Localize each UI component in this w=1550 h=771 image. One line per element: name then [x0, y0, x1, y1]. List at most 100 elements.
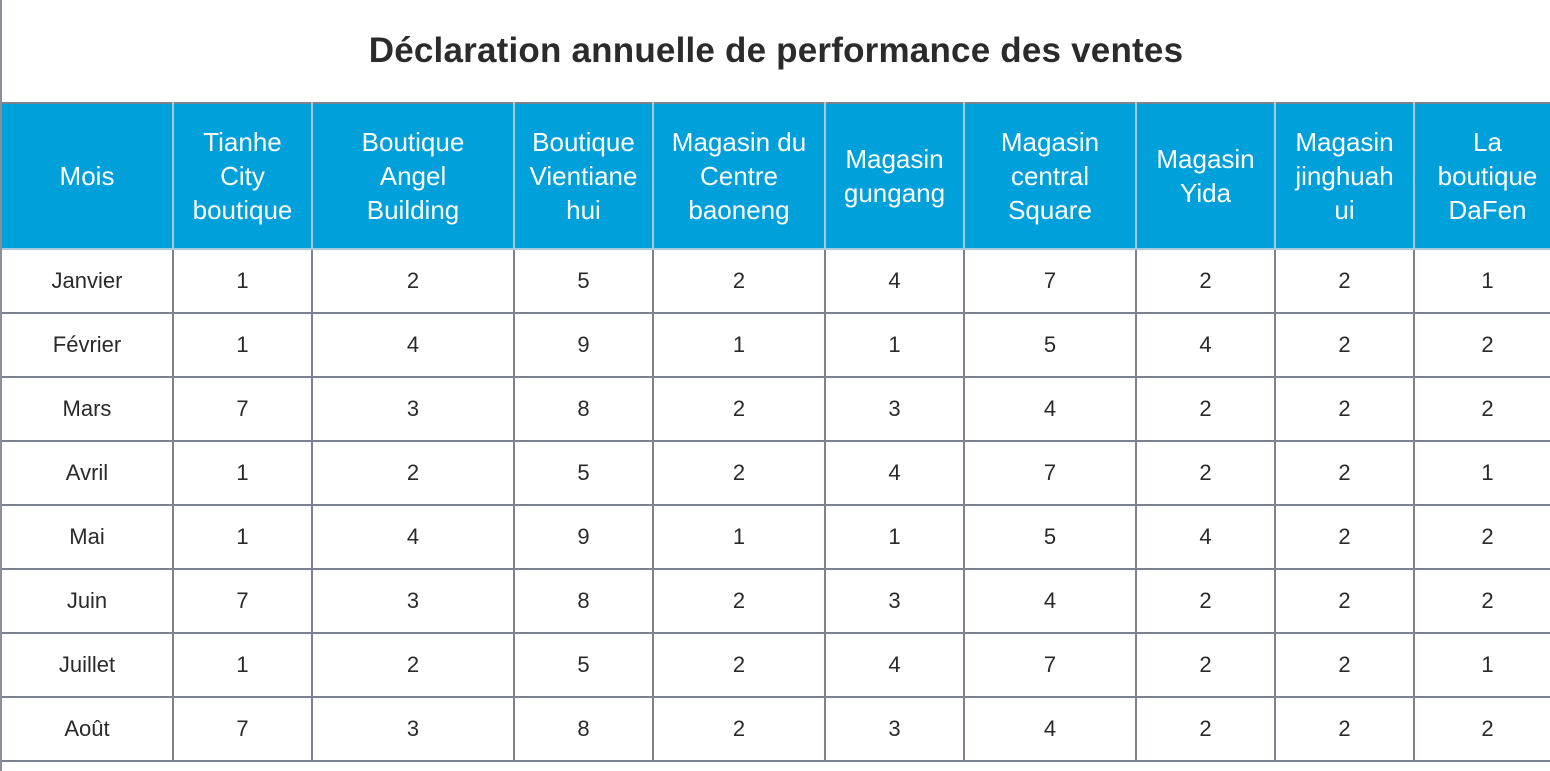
column-header-label: Boutique Vientiane hui	[529, 127, 638, 225]
value-cell: 2	[1135, 568, 1276, 634]
value-cell: 7	[963, 248, 1137, 314]
value-cell: 2	[1274, 440, 1415, 506]
page-title: Déclaration annuelle de performance des …	[368, 31, 1184, 70]
value-cell: 1	[172, 440, 313, 506]
value-cell: 5	[513, 440, 654, 506]
value-cell: 7	[172, 568, 313, 634]
value-cell: 2	[1413, 696, 1550, 762]
value-cell: 2	[1135, 696, 1276, 762]
value-cell: 8	[513, 568, 654, 634]
table-row: Janvier 1 2 5 2 4 7 2 2 1	[2, 248, 1550, 314]
value-cell: 4	[311, 504, 515, 570]
value-cell: 2	[311, 440, 515, 506]
sales-table: Mois Tianhe City boutique Boutique Angel B…	[2, 102, 1550, 762]
table-body: Janvier 1 2 5 2 4 7 2 2 1 Février 1 4 9 1 1 5 4 2 2 Mars 7 3 8 2…	[2, 248, 1550, 762]
value-cell: 2	[1413, 312, 1550, 378]
value-cell: 5	[513, 248, 654, 314]
table-row: Juin 7 3 8 2 3 4 2 2 2	[2, 568, 1550, 634]
value-cell: 2	[1274, 696, 1415, 762]
column-header-label: Mois	[59, 161, 115, 191]
month-cell: Août	[2, 696, 174, 762]
value-cell: 4	[824, 248, 965, 314]
table-row: Juillet 1 2 5 2 4 7 2 2 1	[2, 632, 1550, 698]
value-cell: 1	[824, 312, 965, 378]
value-cell: 1	[172, 504, 313, 570]
value-cell: 2	[1274, 248, 1415, 314]
column-header-store: Boutique Vientiane hui	[513, 102, 654, 250]
value-cell: 5	[963, 504, 1137, 570]
table-row: Février 1 4 9 1 1 5 4 2 2	[2, 312, 1550, 378]
value-cell: 5	[513, 632, 654, 698]
month-cell: Avril	[2, 440, 174, 506]
value-cell: 4	[824, 440, 965, 506]
table-row: Mai 1 4 9 1 1 5 4 2 2	[2, 504, 1550, 570]
value-cell: 2	[1274, 312, 1415, 378]
table-header-row: Mois Tianhe City boutique Boutique Angel B…	[2, 102, 1550, 250]
value-cell: 1	[652, 312, 826, 378]
value-cell: 3	[311, 696, 515, 762]
value-cell: 1	[824, 504, 965, 570]
value-cell: 2	[1135, 440, 1276, 506]
value-cell: 7	[172, 376, 313, 442]
value-cell: 2	[1413, 504, 1550, 570]
value-cell: 2	[1274, 632, 1415, 698]
value-cell: 7	[963, 440, 1137, 506]
value-cell: 7	[963, 632, 1137, 698]
value-cell: 3	[824, 376, 965, 442]
month-cell: Février	[2, 312, 174, 378]
value-cell: 9	[513, 312, 654, 378]
column-header-label: Magasin du Centre baoneng	[671, 127, 807, 225]
value-cell: 3	[311, 568, 515, 634]
value-cell: 2	[1274, 376, 1415, 442]
value-cell: 3	[824, 696, 965, 762]
value-cell: 8	[513, 376, 654, 442]
column-header-store: Magasin central Square	[963, 102, 1137, 250]
value-cell: 5	[963, 312, 1137, 378]
value-cell: 2	[652, 568, 826, 634]
value-cell: 2	[1135, 632, 1276, 698]
value-cell: 1	[1413, 248, 1550, 314]
month-cell: Mai	[2, 504, 174, 570]
value-cell: 9	[513, 504, 654, 570]
value-cell: 4	[1135, 312, 1276, 378]
value-cell: 4	[824, 632, 965, 698]
column-header-label: Magasin jinghuah ui	[1295, 127, 1394, 225]
value-cell: 2	[652, 440, 826, 506]
value-cell: 1	[172, 312, 313, 378]
value-cell: 2	[1135, 376, 1276, 442]
value-cell: 2	[1135, 248, 1276, 314]
column-header-label: Boutique Angel Building	[361, 127, 465, 225]
column-header-store: Magasin jinghuah ui	[1274, 102, 1415, 250]
value-cell: 2	[652, 248, 826, 314]
column-header-store: Magasin Yida	[1135, 102, 1276, 250]
value-cell: 2	[1274, 504, 1415, 570]
value-cell: 1	[172, 248, 313, 314]
month-cell: Janvier	[2, 248, 174, 314]
value-cell: 1	[1413, 440, 1550, 506]
column-header-store: Boutique Angel Building	[311, 102, 515, 250]
column-header-store: Tianhe City boutique	[172, 102, 313, 250]
month-cell: Juillet	[2, 632, 174, 698]
column-header-store: La boutique DaFen	[1413, 102, 1550, 250]
value-cell: 2	[1413, 376, 1550, 442]
column-header-label: La boutique DaFen	[1437, 127, 1538, 225]
value-cell: 2	[652, 376, 826, 442]
value-cell: 1	[652, 504, 826, 570]
value-cell: 2	[311, 632, 515, 698]
column-header-label: Magasin gungang	[843, 144, 946, 208]
table-row: Août 7 3 8 2 3 4 2 2 2	[2, 696, 1550, 762]
value-cell: 4	[1135, 504, 1276, 570]
value-cell: 2	[652, 632, 826, 698]
value-cell: 4	[963, 696, 1137, 762]
value-cell: 8	[513, 696, 654, 762]
month-cell: Mars	[2, 376, 174, 442]
value-cell: 2	[1274, 568, 1415, 634]
column-header-label: Magasin central Square	[1000, 127, 1100, 225]
column-header-store: Magasin du Centre baoneng	[652, 102, 826, 250]
table-row: Avril 1 2 5 2 4 7 2 2 1	[2, 440, 1550, 506]
value-cell: 3	[824, 568, 965, 634]
column-header-store: Magasin gungang	[824, 102, 965, 250]
column-header-label: Magasin Yida	[1156, 144, 1255, 208]
column-header-label: Tianhe City boutique	[192, 127, 293, 225]
